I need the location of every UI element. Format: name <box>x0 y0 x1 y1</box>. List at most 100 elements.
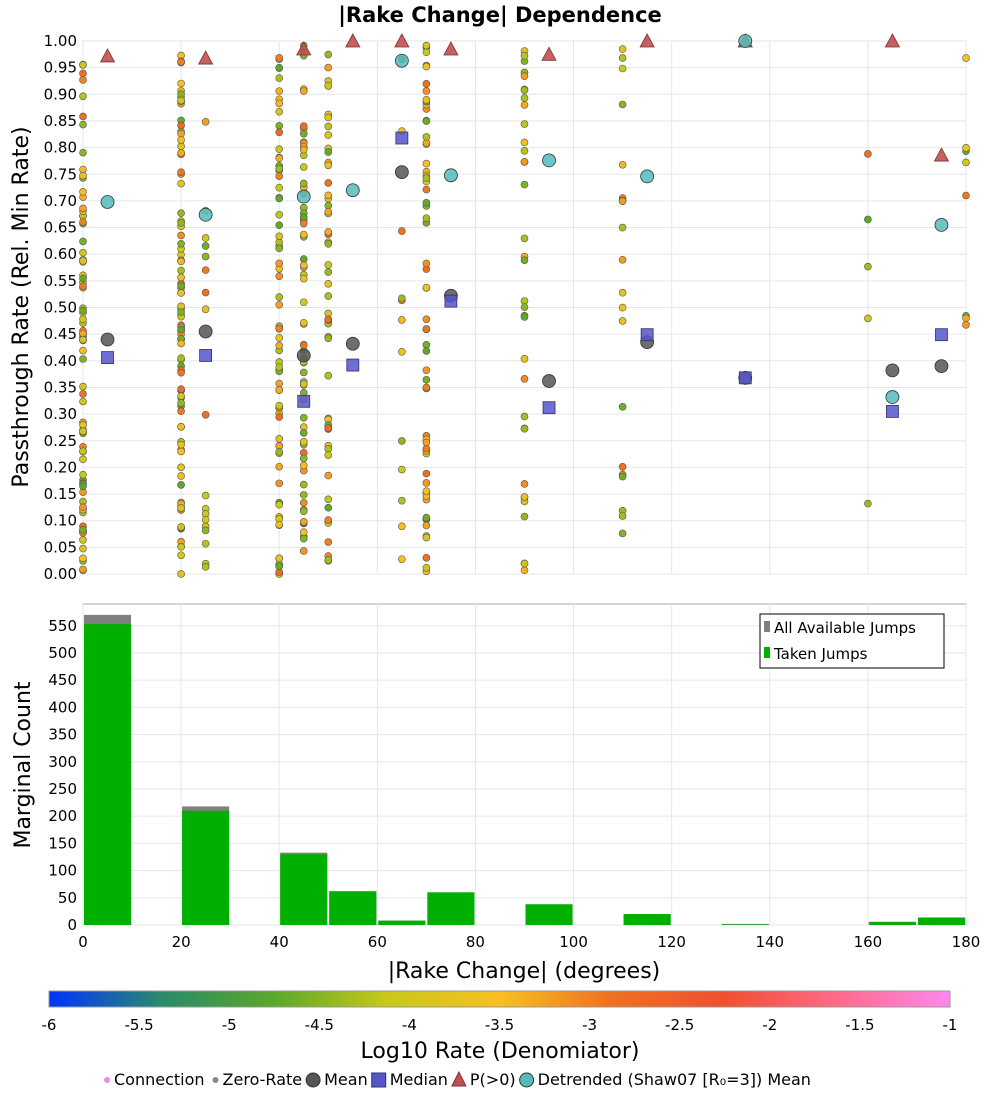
connection-point <box>79 346 87 355</box>
connection-point <box>520 158 529 166</box>
connection-point <box>275 232 284 241</box>
connection-point <box>79 335 87 344</box>
connection-point <box>299 145 308 154</box>
detrended-shaw07-r-3-mean-marker <box>444 168 458 183</box>
connection-point <box>79 61 87 69</box>
legend-label: P(>0) <box>470 1070 516 1089</box>
connection-point <box>177 392 185 400</box>
histogram-ticks: 0 50 100 150 200 250 300 350 400 450 500 550 0 20 40 60… <box>48 617 980 951</box>
connection-point <box>299 261 308 270</box>
y-tick-label: 0.40 <box>44 352 77 370</box>
connection-point <box>324 292 333 300</box>
connection-point <box>275 554 284 563</box>
connection-point <box>275 121 284 130</box>
connection-point <box>422 469 431 478</box>
median-marker <box>738 371 752 385</box>
connection-point <box>324 451 333 459</box>
median-marker <box>395 131 409 145</box>
connection-point <box>177 504 185 512</box>
connection-point <box>275 386 284 394</box>
connection-point <box>275 301 284 309</box>
connection-point <box>79 536 87 544</box>
histogram-y-axis-label: Marginal Count <box>11 681 36 848</box>
connection-point <box>177 481 185 489</box>
connection-point <box>422 159 431 168</box>
connection-point <box>299 534 308 543</box>
y-tick-label: 250 <box>48 780 77 798</box>
connection-point <box>618 403 627 411</box>
legend-icon <box>371 1072 387 1088</box>
legend-label: Zero-Rate <box>223 1070 303 1089</box>
bar-taken-jumps <box>378 920 426 925</box>
y-tick-label: 0.20 <box>44 458 77 476</box>
connection-point <box>422 87 431 95</box>
connection-point <box>299 517 308 526</box>
connection-point <box>177 149 185 157</box>
p-0-marker <box>639 33 655 48</box>
median-marker <box>199 349 213 362</box>
x-tick-label: 180 <box>952 933 981 951</box>
connection-point <box>520 94 529 102</box>
connection-point <box>275 334 284 342</box>
legend-label: Connection <box>114 1070 205 1089</box>
connection-point <box>177 440 185 449</box>
colorbar-label: Log10 Rate (Denomiator) <box>361 1039 640 1064</box>
median-marker <box>886 405 899 418</box>
connection-point <box>201 252 210 261</box>
connection-point <box>299 255 308 263</box>
connection-point <box>177 308 185 316</box>
connection-point <box>324 63 333 72</box>
connection-point <box>422 315 431 324</box>
p-0-marker <box>99 48 116 63</box>
connection-point <box>79 390 87 398</box>
connection-point <box>422 174 431 182</box>
connection-point <box>299 318 308 327</box>
y-tick-label: 0.90 <box>44 85 77 103</box>
p-0-marker <box>197 50 214 65</box>
bar-taken-jumps <box>182 810 230 925</box>
connection-point <box>299 438 308 446</box>
connection-point <box>275 54 284 62</box>
colorbar-ticks: -6 -5.5 -5 -4.5 -4 -3.5 -3 -2.5 -2 -1.5 -1 <box>42 1016 958 1034</box>
legend-label-taken: Taken Jumps <box>773 645 868 663</box>
connection-point <box>422 347 431 355</box>
connection-point <box>520 512 529 521</box>
connection-point <box>275 363 284 371</box>
connection-point <box>324 503 333 512</box>
detrended-shaw07-r-3-mean-marker <box>738 34 753 48</box>
connection-point <box>324 179 333 187</box>
connection-point <box>275 520 284 529</box>
connection-point <box>177 239 185 248</box>
y-tick-label: 550 <box>48 617 77 635</box>
connection-point <box>398 465 406 474</box>
connection-point <box>177 209 185 218</box>
connection-point <box>79 315 87 324</box>
connection-point <box>79 204 87 213</box>
colorbar-tick-label: -3.5 <box>485 1016 514 1034</box>
connection-point <box>324 315 333 324</box>
connection-point <box>324 261 333 269</box>
connection-point <box>177 257 185 266</box>
connection-point <box>520 146 529 155</box>
connection-point <box>324 424 333 432</box>
connection-point <box>275 379 284 388</box>
connection-point <box>299 87 308 95</box>
connection-point <box>299 219 308 228</box>
y-tick-label: 400 <box>48 698 77 716</box>
connection-point <box>275 244 284 253</box>
connection-point <box>422 199 431 207</box>
bar-taken-jumps <box>427 892 475 925</box>
connection-point <box>79 427 87 435</box>
y-tick-label: 50 <box>58 889 77 907</box>
connection-point <box>177 168 185 176</box>
connection-point <box>275 87 284 95</box>
legend-label: Mean <box>324 1070 368 1089</box>
connection-point <box>79 237 87 246</box>
connection-point <box>177 472 185 480</box>
connection-point <box>398 348 406 356</box>
connection-point <box>79 447 87 456</box>
connection-point <box>275 413 284 421</box>
connection-point <box>618 303 627 312</box>
connection-point <box>177 399 185 407</box>
